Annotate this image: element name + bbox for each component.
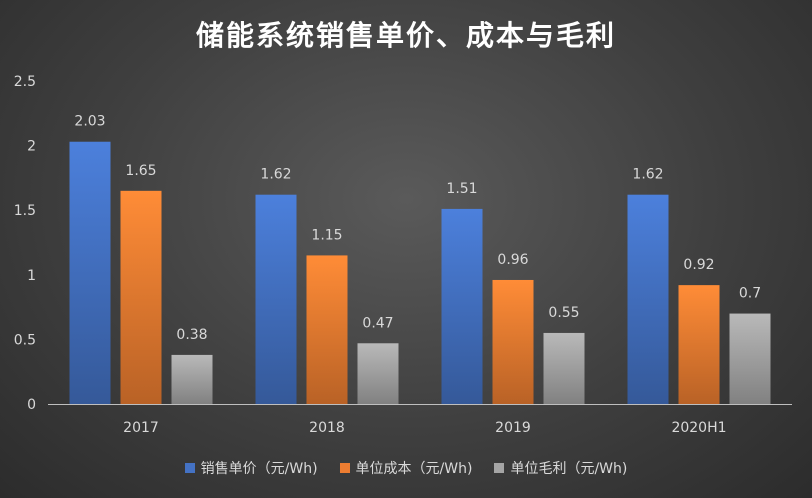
data-label: 0.96 [497, 252, 528, 268]
x-tick-label: 2017 [123, 420, 159, 436]
bar [69, 141, 111, 404]
bar [171, 354, 213, 404]
data-label: 0.38 [176, 327, 207, 343]
data-label: 0.55 [548, 305, 579, 321]
legend-item: 单位成本（元/Wh) [339, 458, 473, 478]
data-label: 0.7 [739, 286, 761, 302]
bar [255, 194, 297, 404]
y-tick-label: 1.5 [14, 203, 36, 219]
bar [678, 285, 720, 404]
legend-swatch [339, 463, 350, 473]
data-label: 1.65 [125, 163, 156, 179]
data-label: 1.62 [632, 167, 663, 183]
data-label: 2.03 [74, 114, 105, 130]
bar [306, 255, 348, 404]
y-tick-label: 0.5 [14, 332, 36, 348]
data-label: 1.15 [311, 227, 342, 243]
bar [492, 279, 534, 404]
bar [441, 208, 483, 404]
y-tick-label: 2.5 [14, 74, 36, 90]
data-label: 1.51 [446, 181, 477, 197]
bar [357, 343, 399, 404]
x-tick-label: 2019 [495, 420, 531, 436]
bar [627, 194, 669, 404]
data-label: 0.47 [362, 315, 393, 331]
legend-swatch [494, 463, 505, 473]
bar [543, 332, 585, 404]
legend-item: 单位毛利（元/Wh) [494, 458, 627, 478]
x-tick-label: 2020H1 [671, 420, 726, 436]
legend-label: 单位成本（元/Wh) [355, 461, 473, 477]
x-tick-label: 2018 [309, 420, 345, 436]
bar [729, 313, 771, 404]
data-label: 0.92 [683, 257, 714, 273]
legend-label: 单位毛利（元/Wh) [510, 461, 628, 477]
legend-item: 销售单价（元/Wh) [184, 458, 318, 478]
legend: 销售单价（元/Wh) 单位成本（元/Wh) 单位毛利（元/Wh) [0, 458, 812, 478]
chart-title: 储能系统销售单价、成本与毛利 [195, 19, 616, 52]
y-tick-label: 0 [27, 397, 36, 413]
bar [120, 190, 162, 404]
y-tick-label: 2 [27, 139, 36, 155]
legend-label: 销售单价（元/Wh) [200, 461, 318, 477]
y-tick-label: 1 [27, 268, 36, 284]
legend-swatch [184, 463, 195, 473]
data-label: 1.62 [260, 167, 291, 183]
